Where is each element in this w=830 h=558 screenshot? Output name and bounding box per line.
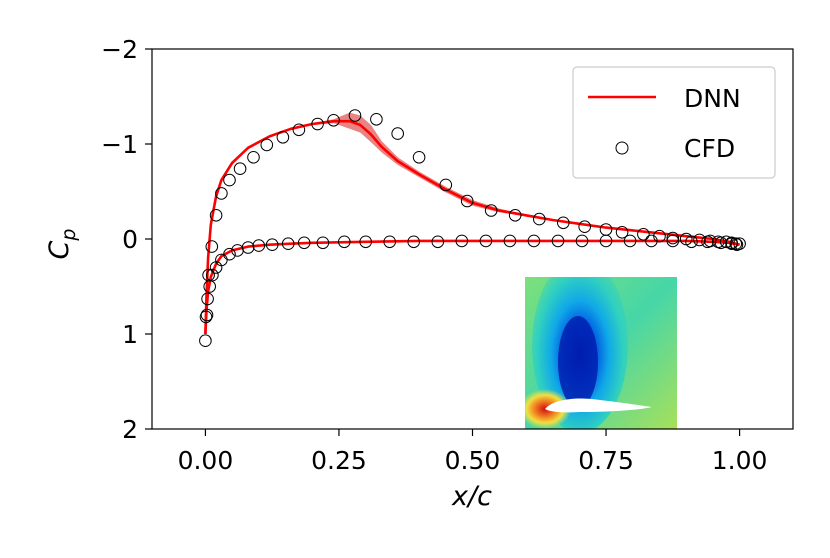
cfd-point <box>551 234 565 248</box>
cfd-point <box>714 236 728 250</box>
cfd-point <box>527 234 541 248</box>
cfd-point <box>578 220 592 233</box>
cfd-point <box>693 233 706 247</box>
y-tick-label: 2 <box>122 415 138 444</box>
cfd-point <box>292 123 306 137</box>
x-tick-label: 1.00 <box>712 446 768 475</box>
cfd-point <box>199 310 213 324</box>
cfd-point <box>233 162 247 175</box>
y-tick-label: 1 <box>122 320 138 349</box>
cfd-point <box>252 239 266 252</box>
cfd-point <box>623 234 637 248</box>
cfd-point <box>223 173 236 187</box>
cfd-point <box>348 109 362 122</box>
legend-dnn-label: DNN <box>684 84 741 113</box>
cfd-point <box>383 235 397 249</box>
x-tick-label: 0.75 <box>578 446 634 475</box>
cfd-point <box>666 231 680 245</box>
cfd-point <box>407 235 421 249</box>
cfd-point <box>637 228 650 241</box>
legend: DNN CFD <box>572 66 776 179</box>
legend-box <box>572 66 776 179</box>
y-axis-label: Cp <box>44 229 80 260</box>
cfd-point <box>265 238 279 251</box>
cfd-point <box>327 114 340 127</box>
cfd-point <box>281 237 295 250</box>
cfd-point <box>241 241 255 254</box>
cfd-point <box>431 235 445 249</box>
cfd-point <box>338 235 351 249</box>
cfd-point <box>370 113 383 126</box>
cfd-points <box>199 109 746 348</box>
cfd-point <box>455 234 469 248</box>
cfd-point <box>729 237 743 250</box>
y-tick-label: −2 <box>101 35 138 64</box>
y-tick-label: −1 <box>101 130 138 159</box>
cfd-point <box>599 234 613 248</box>
cfd-point <box>199 334 212 348</box>
cfd-point <box>311 117 324 131</box>
cfd-point <box>276 131 290 144</box>
cfd-point <box>725 237 738 250</box>
cfd-point <box>391 127 405 140</box>
dnn-upper-surface-line <box>204 119 740 335</box>
cfd-point <box>479 234 493 248</box>
cfd-point <box>508 209 522 222</box>
x-tick-label: 0.50 <box>445 446 501 475</box>
cfd-point <box>201 292 214 306</box>
cfd-point <box>557 216 570 230</box>
cfd-point <box>685 235 698 249</box>
y-tick-label: 0 <box>122 225 138 254</box>
cfd-point <box>209 209 223 222</box>
cfd-point <box>599 223 613 236</box>
cfd-point <box>503 234 517 248</box>
cfd-point <box>206 268 219 282</box>
cfd-point <box>316 236 330 250</box>
x-tick-label: 0.25 <box>311 446 367 475</box>
cfd-point <box>439 178 453 192</box>
cfd-point <box>666 234 680 248</box>
cfd-point <box>215 187 228 200</box>
cfd-point <box>575 234 589 248</box>
cfd-point <box>460 194 474 208</box>
cfd-point <box>701 235 714 249</box>
cfd-point <box>260 138 274 152</box>
cfd-point <box>297 236 311 250</box>
cfd-point <box>484 204 498 217</box>
cfd-point <box>615 226 629 239</box>
cfd-point <box>653 229 666 243</box>
cfd-point <box>730 238 744 251</box>
x-tick-label: 0.00 <box>178 446 234 475</box>
inset-pressure-field <box>525 277 677 429</box>
cfd-point <box>533 212 546 226</box>
legend-cfd-swatch <box>615 141 629 155</box>
legend-cfd-label: CFD <box>684 134 735 163</box>
axis-ticks: 0.00 0.25 0.50 0.75 1.00 −2 −1 0 1 2 <box>101 35 767 475</box>
cfd-point <box>645 234 658 248</box>
cfd-point <box>247 151 260 164</box>
cfd-point <box>359 235 373 249</box>
inset-airfoil <box>545 398 652 413</box>
x-axis-label: x/c <box>451 481 492 512</box>
cfd-point <box>200 308 214 322</box>
cfd-point <box>205 240 219 253</box>
cfd-point <box>412 151 426 164</box>
cfd-point <box>223 247 236 261</box>
